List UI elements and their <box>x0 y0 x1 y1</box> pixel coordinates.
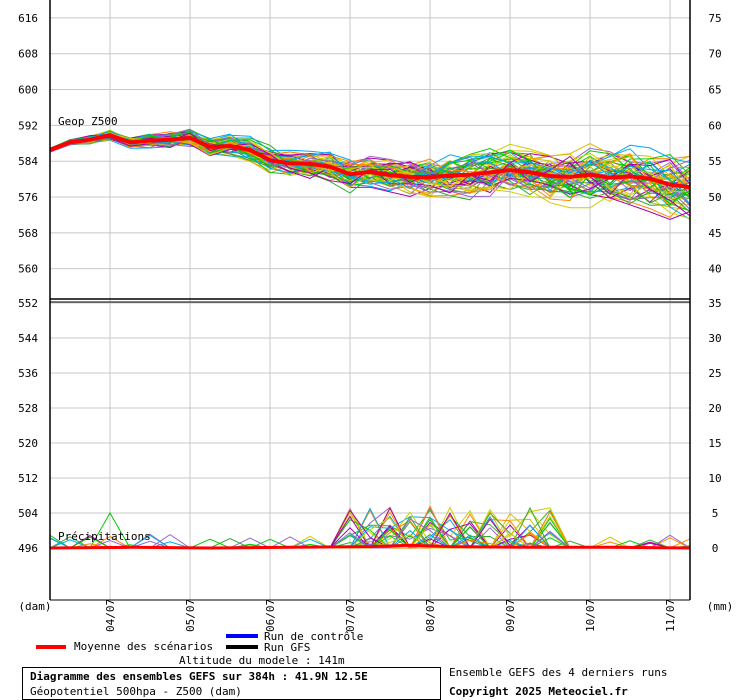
x-tick-label: 05/07 <box>184 599 197 632</box>
chart-axes <box>49 0 691 601</box>
ensemble-member-line <box>49 135 691 191</box>
right-axis-unit: (mm) <box>707 600 734 613</box>
y-tick-right: 75 <box>708 12 721 25</box>
y-tick-left: 584 <box>18 155 38 168</box>
altitude-label: Altitude du modele : 141m <box>179 654 345 667</box>
z500-panel-label: Geop Z500 <box>58 115 118 128</box>
ensemble-member-line <box>49 128 691 186</box>
y-tick-right: 5 <box>712 507 719 520</box>
y-tick-left: 600 <box>18 84 38 97</box>
left-axis-unit: (dam) <box>18 600 51 613</box>
y-tick-left: 528 <box>18 402 38 415</box>
x-tick-label: 11/07 <box>664 599 677 632</box>
precip-mean-line <box>49 543 691 550</box>
chart-labels: 6166086005925845765685605525445365285205… <box>18 12 733 632</box>
y-tick-right: 40 <box>708 263 721 276</box>
x-tick-label: 06/07 <box>264 599 277 632</box>
y-tick-left: 536 <box>18 367 38 380</box>
control-legend-label: Run de contrôle <box>264 630 364 643</box>
y-tick-right: 10 <box>708 472 721 485</box>
y-tick-left: 496 <box>18 542 38 555</box>
y-tick-left: 552 <box>18 297 38 310</box>
y-tick-right: 20 <box>708 402 721 415</box>
y-tick-right: 70 <box>708 48 721 61</box>
y-tick-right: 60 <box>708 119 721 132</box>
y-tick-right: 15 <box>708 437 721 450</box>
y-tick-left: 592 <box>18 119 38 132</box>
x-tick-label: 09/07 <box>504 599 517 632</box>
gfs-legend-label: Run GFS <box>264 641 311 654</box>
y-tick-right: 25 <box>708 367 721 380</box>
x-tick-label: 10/07 <box>584 599 597 632</box>
x-tick-label: 08/07 <box>424 599 437 632</box>
y-tick-right: 45 <box>708 227 721 240</box>
y-tick-right: 35 <box>708 297 721 310</box>
y-tick-left: 560 <box>18 263 38 276</box>
mean-legend-label: Moyenne des scénarios <box>74 640 214 653</box>
ensemble-member-line <box>49 134 691 203</box>
x-tick-label: 04/07 <box>104 599 117 632</box>
y-tick-left: 616 <box>18 12 38 25</box>
y-tick-right: 50 <box>708 191 721 204</box>
info-box: Diagramme des ensembles GEFS sur 384h : … <box>22 667 441 700</box>
y-tick-right: 55 <box>708 155 721 168</box>
y-tick-left: 568 <box>18 227 38 240</box>
y-tick-right: 30 <box>708 332 721 345</box>
y-tick-left: 520 <box>18 437 38 450</box>
control-legend-swatch <box>226 634 258 638</box>
y-tick-left: 512 <box>18 472 38 485</box>
ensemble-member-line <box>49 134 691 205</box>
y-tick-left: 544 <box>18 332 38 345</box>
y-tick-left: 576 <box>18 191 38 204</box>
x-tick-label: 07/07 <box>344 599 357 632</box>
runs-note: Ensemble GEFS des 4 derniers runs <box>449 666 668 679</box>
y-tick-left: 504 <box>18 507 38 520</box>
copyright: Copyright 2025 Meteociel.fr <box>449 685 628 698</box>
ensemble-means <box>49 133 691 550</box>
y-tick-right: 65 <box>708 84 721 97</box>
gfs-legend-swatch <box>226 645 258 649</box>
mean-legend-swatch <box>36 645 66 649</box>
precip-panel-label: Précipitations <box>58 530 151 543</box>
ensemble-members <box>49 128 691 550</box>
y-tick-left: 608 <box>18 48 38 61</box>
diagram-title: Diagramme des ensembles GEFS sur 384h : … <box>30 670 368 683</box>
diagram-subtitle: Géopotentiel 500hpa - Z500 (dam) <box>30 685 242 698</box>
z500-mean-line <box>49 133 691 190</box>
y-tick-right: 0 <box>712 542 719 555</box>
